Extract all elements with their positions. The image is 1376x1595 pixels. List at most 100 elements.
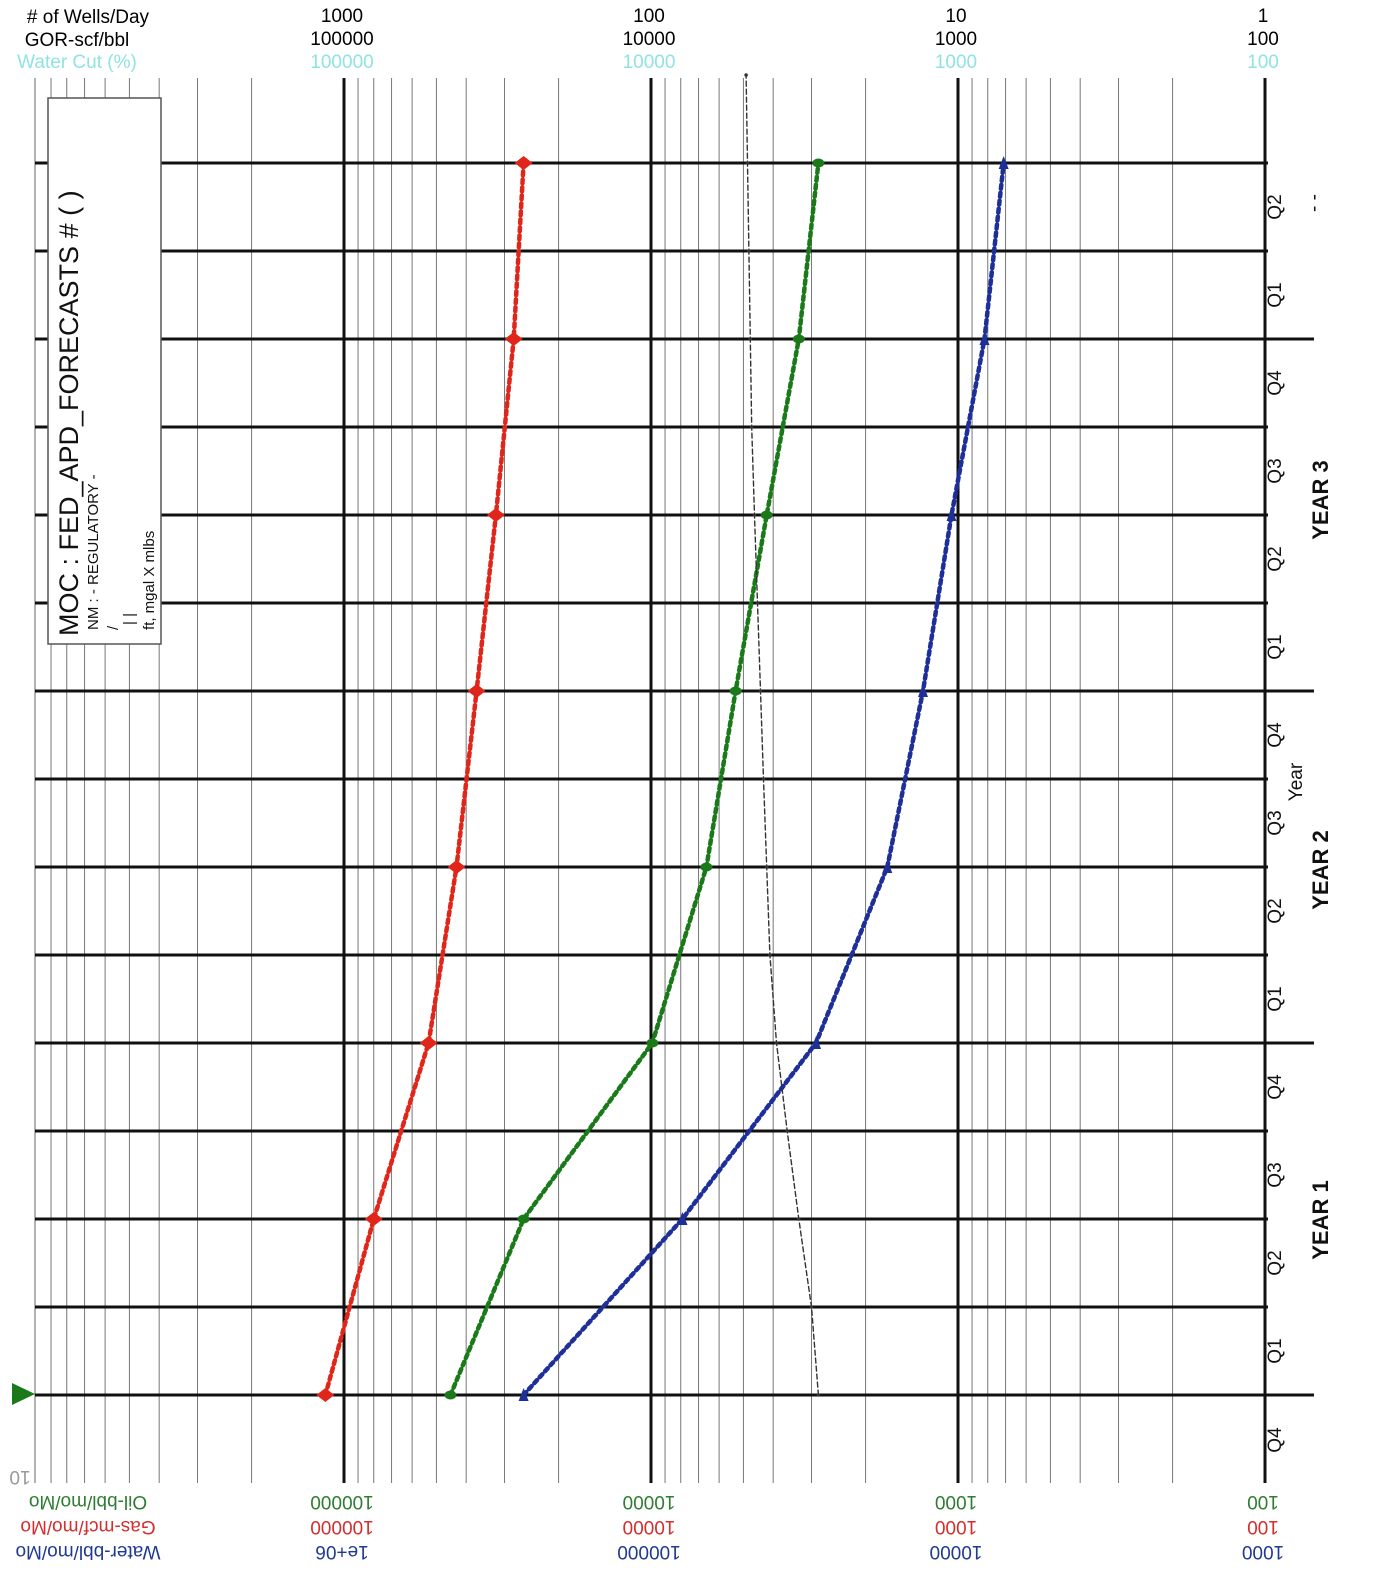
bottom-tick-label-text: 100000 xyxy=(617,1541,680,1562)
top-tick-label: 1000 xyxy=(935,52,977,73)
series-point-water-bbl-mo-mo xyxy=(998,156,1009,169)
series-point-oil-bbl-mo-mo xyxy=(517,1214,530,1224)
quarter-label: Q2 xyxy=(1265,546,1286,571)
series-point-gas-mcf-mo-mo xyxy=(419,1036,438,1050)
series-point-gas-mcf-mo-mo xyxy=(504,332,523,346)
legend-title: MOC : FED_APD_FORECASTS # ( ) xyxy=(54,190,84,636)
legend-line3: | | xyxy=(121,613,138,625)
series-point-gor-scf-bbl xyxy=(774,1041,779,1045)
top-axis-name-watercut: Water Cut (%) xyxy=(17,52,137,73)
series-point-gor-scf-bbl xyxy=(816,1393,821,1397)
bottom-tick-label: 100 xyxy=(1247,1491,1279,1512)
bottom-axis-name: Gas-mcf/mo/Mo xyxy=(20,1516,155,1537)
top-tick-label: 1000 xyxy=(935,29,977,50)
series-point-water-bbl-mo-mo xyxy=(918,684,929,697)
bottom-axis-name-text: Water-bbl/mo/Mo xyxy=(16,1541,161,1562)
top-tick-label: 10 xyxy=(945,6,966,27)
legend-frame xyxy=(47,97,162,645)
series-point-gor-scf-bbl xyxy=(744,73,748,77)
bottom-tick-label-text: 100000 xyxy=(310,1516,373,1537)
bottom-tick-label-text: 1000 xyxy=(935,1491,977,1512)
series-point-oil-bbl-mo-mo xyxy=(792,334,805,344)
top-tick-label: 10000 xyxy=(623,29,676,50)
quarter-label: Q1 xyxy=(1265,1338,1286,1363)
series-line-oil-bbl-mo-mo xyxy=(448,160,821,1398)
bottom-tick-label: 1000 xyxy=(935,1491,977,1512)
bottom-tick-label-text: 100 xyxy=(1247,1491,1279,1512)
bottom-tick-label: 10000 xyxy=(623,1516,676,1537)
start-marker-icon xyxy=(12,1383,35,1405)
top-tick-label: 1000 xyxy=(321,6,363,27)
series-point-oil-bbl-mo-mo xyxy=(760,510,773,520)
series-point-water-bbl-mo-mo xyxy=(979,332,990,345)
legend-line2: / xyxy=(105,625,122,630)
quarter-label: Q4 xyxy=(1265,370,1286,396)
series-point-gas-mcf-mo-mo xyxy=(514,156,533,170)
bottom-tick-label-text: 100 xyxy=(1247,1516,1279,1537)
year-label: YEAR 3 xyxy=(1308,460,1333,539)
series-point-gor-scf-bbl xyxy=(797,1217,801,1221)
top-tick-label: 100 xyxy=(633,6,665,27)
bottom-tick-label-text: 1000 xyxy=(1242,1541,1284,1562)
time-axis-label: Year xyxy=(1286,762,1307,801)
series-point-gas-mcf-mo-mo xyxy=(316,1388,335,1402)
bottom-tick-label: 100000 xyxy=(310,1516,373,1537)
series-point-gas-mcf-mo-mo xyxy=(364,1212,383,1226)
quarter-label: Q3 xyxy=(1265,810,1286,835)
series-point-water-bbl-mo-mo xyxy=(677,1212,688,1225)
series-point-gor-scf-bbl xyxy=(809,1305,814,1309)
series-line-gor-scf-bbl xyxy=(745,74,820,1396)
bottom-tick-label-text: 1e+06 xyxy=(315,1541,368,1562)
quarter-label: Q3 xyxy=(1265,1162,1286,1187)
top-axis-name-gor: GOR-scf/bbl xyxy=(25,30,130,51)
small-marker-label-text: 10 xyxy=(9,1466,30,1487)
bottom-tick-label: 100000 xyxy=(310,1491,373,1512)
legend-line4: ft, mgal X mlbs xyxy=(141,531,158,630)
bottom-tick-label-text: 1000 xyxy=(935,1516,977,1537)
bottom-tick-label: 1000 xyxy=(935,1516,977,1537)
quarter-label: Q1 xyxy=(1265,986,1286,1011)
quarter-label: Q2 xyxy=(1265,898,1286,923)
series-point-water-bbl-mo-mo xyxy=(946,508,957,521)
bottom-axis-name: Oil-bbl/mo/Mo xyxy=(29,1491,147,1512)
series-point-gor-scf-bbl xyxy=(758,689,763,693)
quarter-label: Q4 xyxy=(1265,722,1286,748)
top-tick-label: 100 xyxy=(1247,52,1279,73)
bottom-axis-name: Water-bbl/mo/Mo xyxy=(16,1541,161,1562)
chart-grid xyxy=(34,78,1314,1483)
top-tick-label: 1 xyxy=(1258,6,1269,27)
top-axis-name-wells: # of Wells/Day xyxy=(27,7,150,28)
series-point-gas-mcf-mo-mo xyxy=(447,860,466,874)
bottom-tick-label: 100000 xyxy=(617,1541,680,1562)
legend-box: MOC : FED_APD_FORECASTS # ( ) NM : - REGU… xyxy=(47,97,162,645)
small-marker-label: 10 xyxy=(9,1466,30,1487)
bottom-tick-label: 100 xyxy=(1247,1516,1279,1537)
series-layer xyxy=(12,73,1009,1405)
year-label: YEAR 1 xyxy=(1308,1180,1333,1259)
series-point-gor-scf-bbl xyxy=(748,337,753,341)
series-point-oil-bbl-mo-mo xyxy=(729,686,742,696)
series-point-gas-mcf-mo-mo xyxy=(486,508,505,522)
trailing-mark: - - xyxy=(1304,194,1325,212)
series-point-gor-scf-bbl xyxy=(761,777,766,781)
series-point-gor-scf-bbl xyxy=(768,953,772,957)
bottom-tick-label-text: 10000 xyxy=(623,1491,676,1512)
bottom-tick-label-text: 10000 xyxy=(930,1541,983,1562)
series-point-gor-scf-bbl xyxy=(745,161,750,165)
bottom-tick-label: 10000 xyxy=(930,1541,983,1562)
series-point-gas-mcf-mo-mo xyxy=(467,684,486,698)
quarter-label: Q1 xyxy=(1265,282,1286,307)
bottom-tick-label-text: 10000 xyxy=(623,1516,676,1537)
series-point-water-bbl-mo-mo xyxy=(882,860,893,873)
series-point-gor-scf-bbl xyxy=(749,425,754,429)
year-label: YEAR 2 xyxy=(1308,830,1333,909)
top-tick-label: 100000 xyxy=(310,29,373,50)
quarter-label: Q1 xyxy=(1265,634,1286,659)
series-point-water-bbl-mo-mo xyxy=(518,1388,529,1401)
series-line-gas-mcf-mo-mo xyxy=(323,160,526,1398)
top-tick-label: 10000 xyxy=(623,52,676,73)
bottom-tick-label: 1e+06 xyxy=(315,1541,368,1562)
quarter-label: Q3 xyxy=(1265,458,1286,483)
